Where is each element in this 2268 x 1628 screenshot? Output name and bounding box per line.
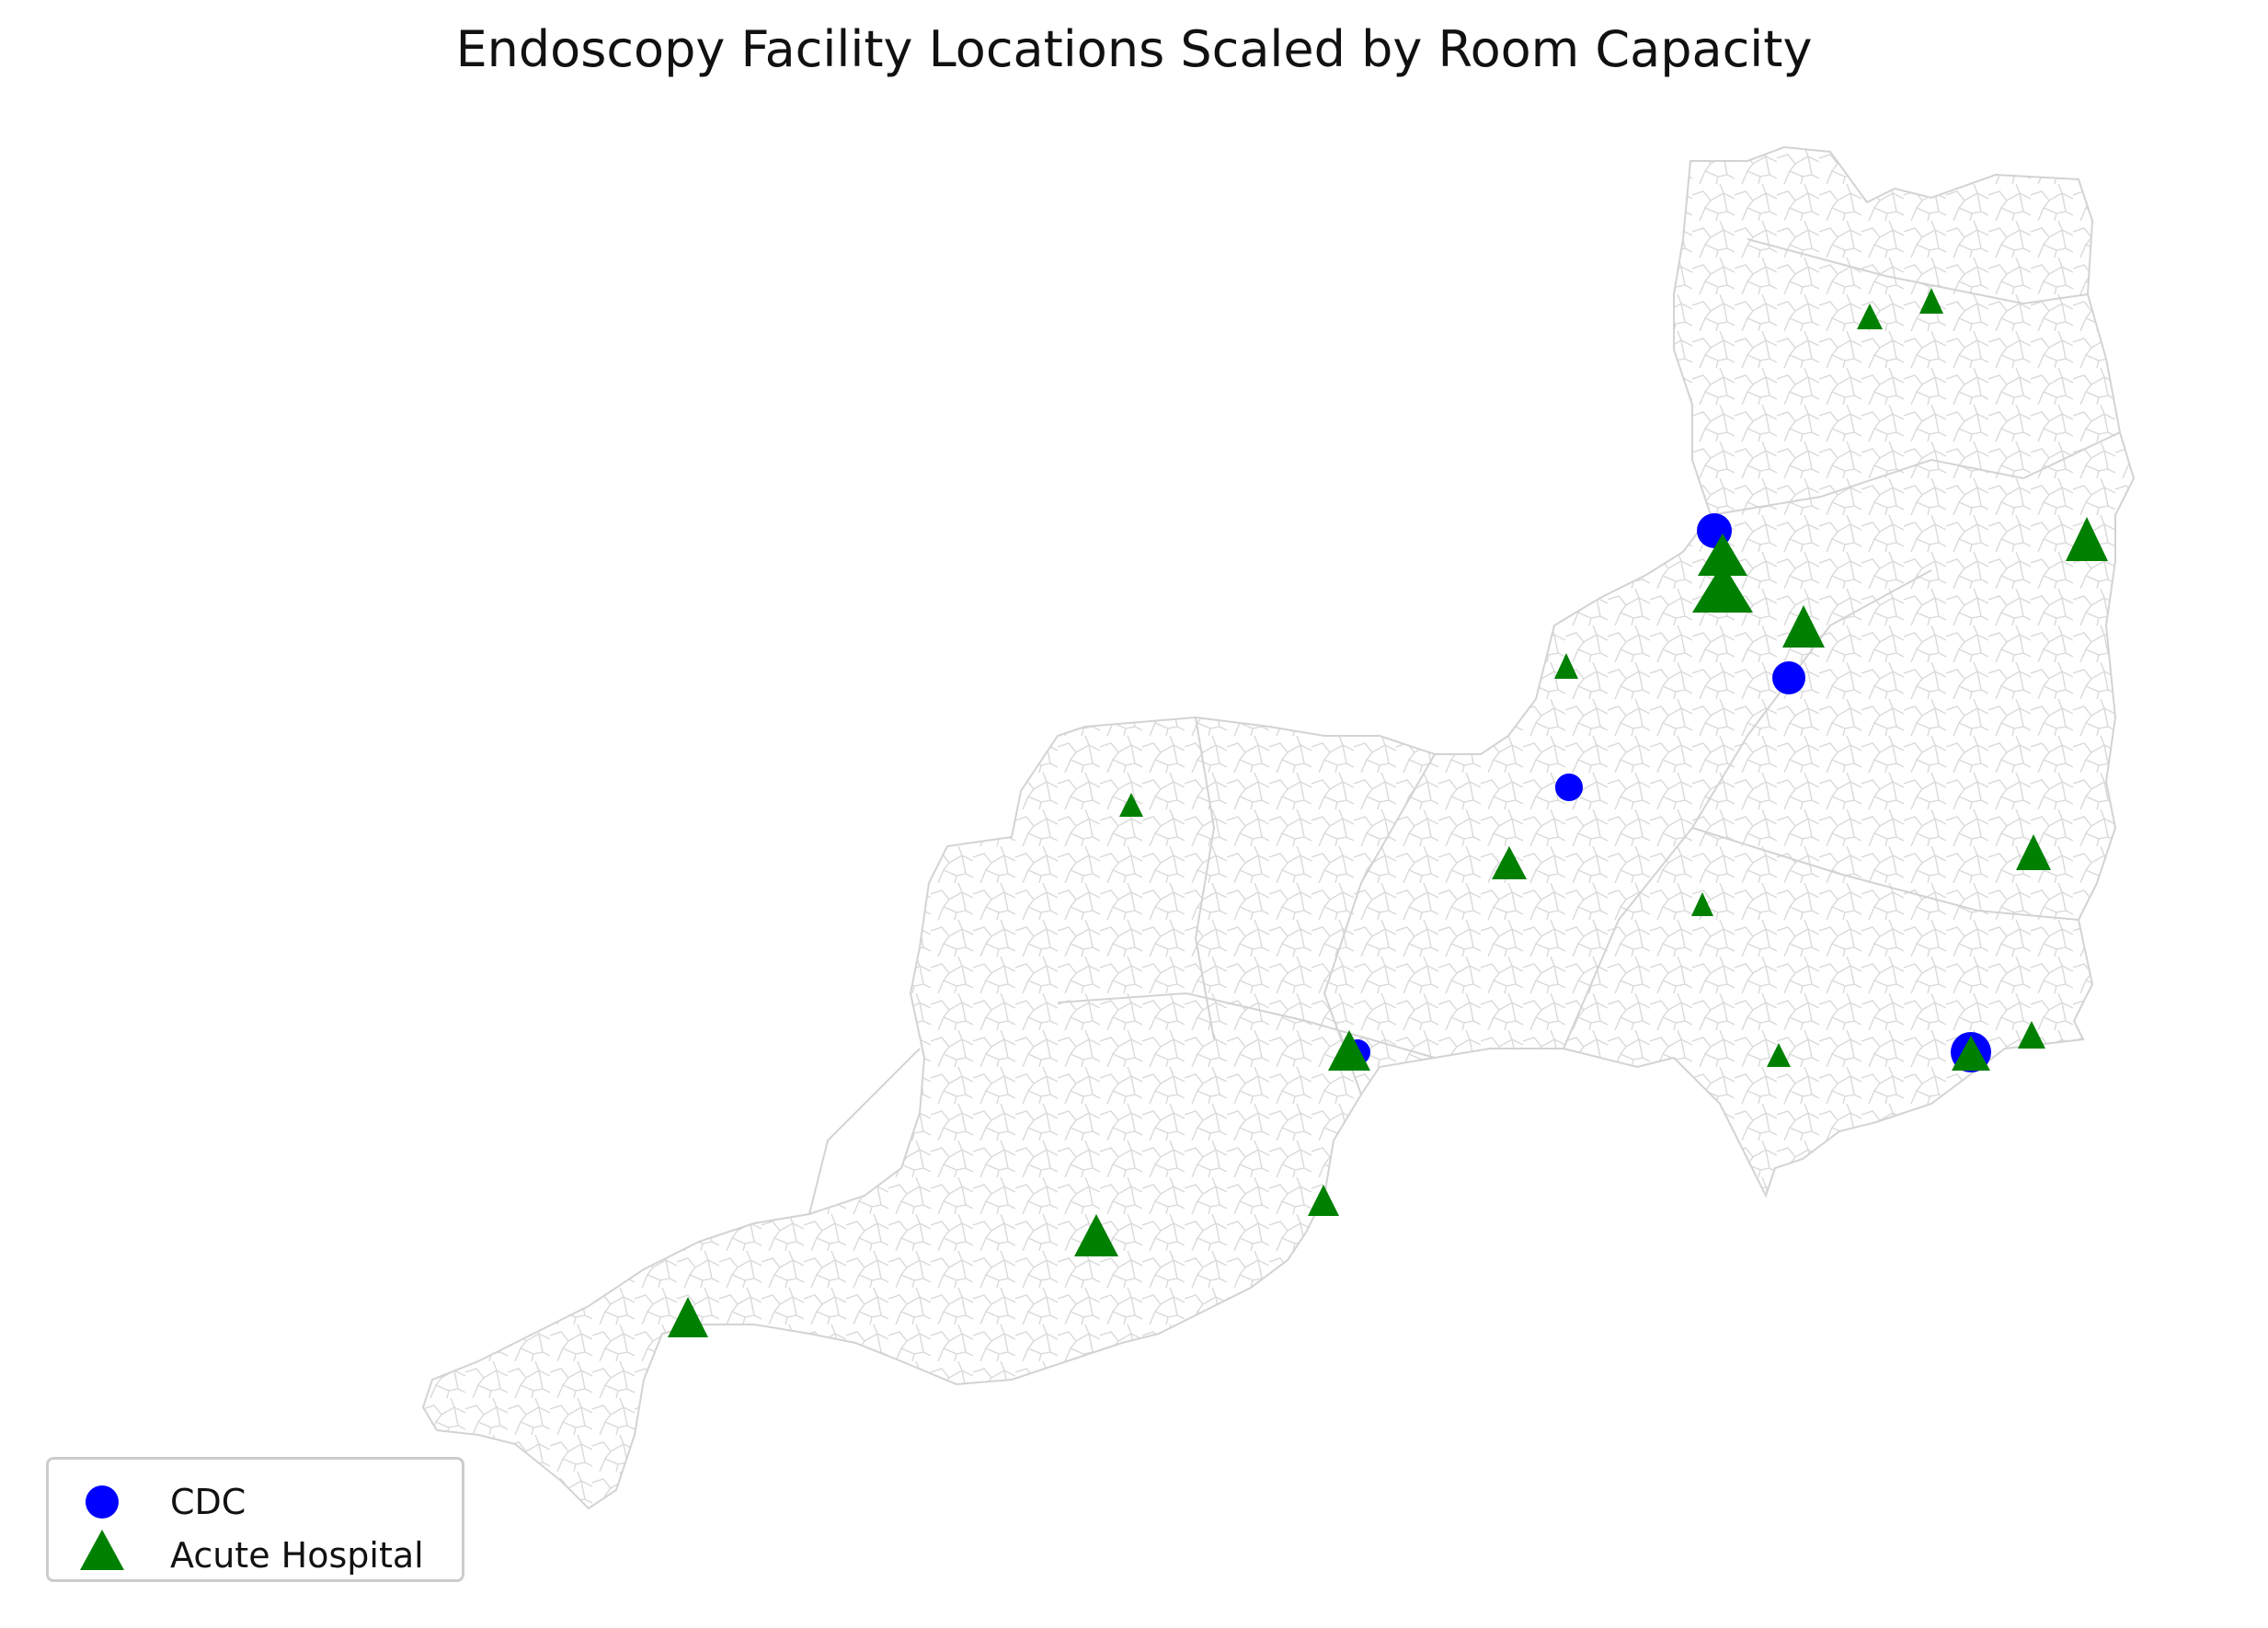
acute-hospital-marker [1119,793,1143,817]
acute-hospital-marker [1857,304,1883,329]
circle-icon [86,1485,119,1519]
legend-label-acute-hospital: Acute Hospital [170,1535,424,1576]
acute-hospital-marker [2018,1021,2045,1049]
region-boundaries [421,145,2136,1510]
cdc-marker [1555,774,1583,801]
acute-hospital-marker [2066,517,2108,561]
acute-hospital-marker [1698,533,1747,576]
region-inner-boundary [808,238,2121,1215]
acute-hospital-marker [1308,1185,1339,1216]
cdc-marker [1772,661,1805,694]
region-outline [421,145,2136,1510]
acute-hospital-marker [1767,1043,1791,1067]
acute-hospital-marker [668,1297,708,1337]
legend-label-cdc: CDC [170,1482,246,1522]
acute-hospital-marker [1074,1214,1118,1256]
legend-entry-acute-hospital: Acute Hospital [49,1530,462,1590]
acute-hospital-marker [1919,288,1943,314]
legend-entry-cdc: CDC [49,1482,462,1537]
acute-hospital-marker [2016,834,2051,870]
map-title: Endoscopy Facility Locations Scaled by R… [455,20,1813,78]
acute-hospital-marker [1782,605,1825,648]
acute-hospital-marker [1691,892,1713,916]
acute-hospital-marker [1952,1036,1990,1071]
triangle-icon [80,1530,124,1570]
acute-hospital-marker [1492,846,1527,879]
facility-markers [668,288,2108,1337]
acute-hospital-marker [1328,1030,1370,1071]
acute-hospital-marker [1554,653,1578,679]
acute-hospital-marker [1692,563,1753,613]
legend: CDC Acute Hospital [46,1457,464,1582]
